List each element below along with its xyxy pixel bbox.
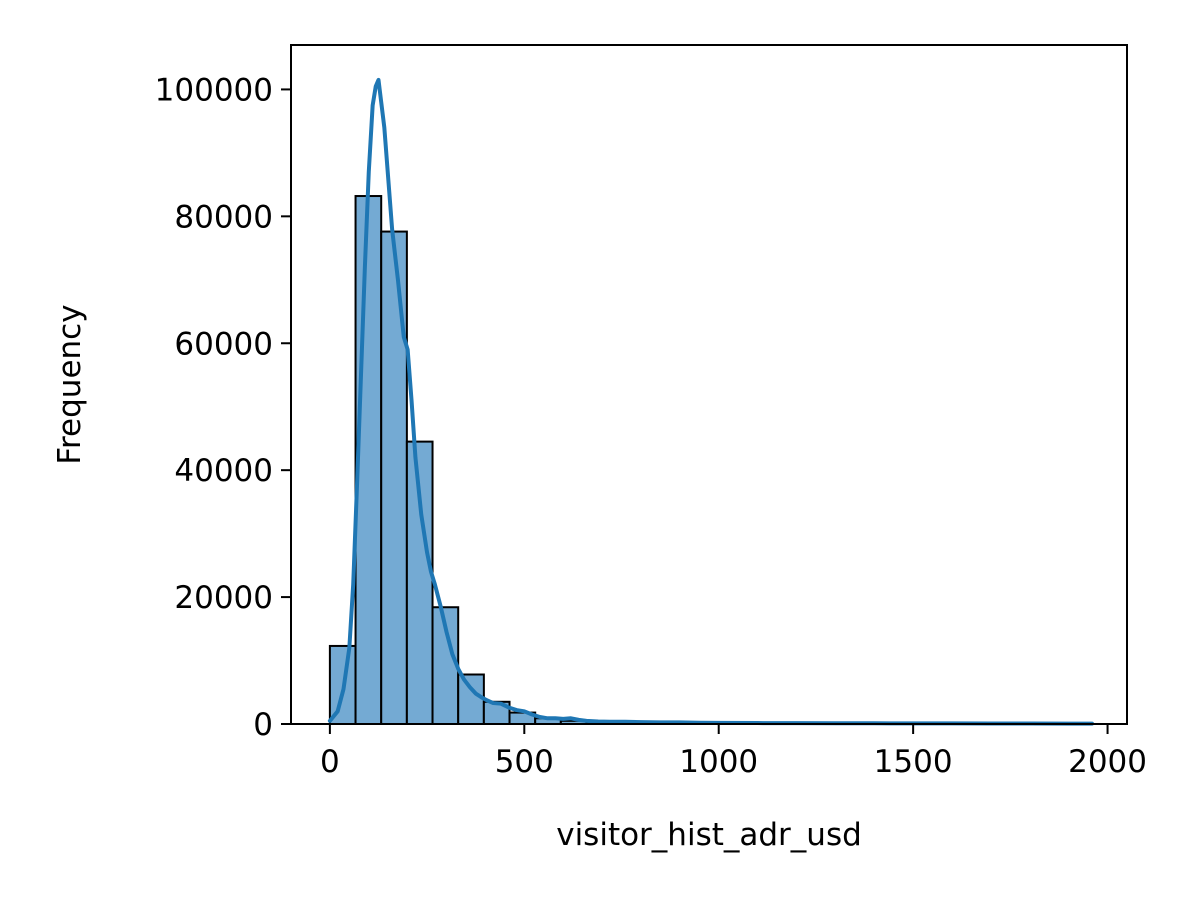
x-tick-label: 1000 xyxy=(679,744,758,780)
y-tick-label: 80000 xyxy=(174,199,273,235)
y-tick-label: 0 xyxy=(253,707,273,743)
x-tick-label: 1500 xyxy=(874,744,953,780)
y-tick-label: 40000 xyxy=(174,453,273,489)
x-tick-label: 2000 xyxy=(1068,744,1147,780)
histogram-bar xyxy=(458,675,484,724)
x-axis-label: visitor_hist_adr_usd xyxy=(556,817,862,853)
y-tick-label: 20000 xyxy=(174,580,273,616)
y-tick-label: 100000 xyxy=(155,72,273,108)
x-tick-label: 0 xyxy=(320,744,340,780)
y-axis-label: Frequency xyxy=(52,304,88,464)
histogram-bar xyxy=(381,232,407,724)
x-tick-label: 500 xyxy=(495,744,554,780)
y-tick-label: 60000 xyxy=(174,326,273,362)
